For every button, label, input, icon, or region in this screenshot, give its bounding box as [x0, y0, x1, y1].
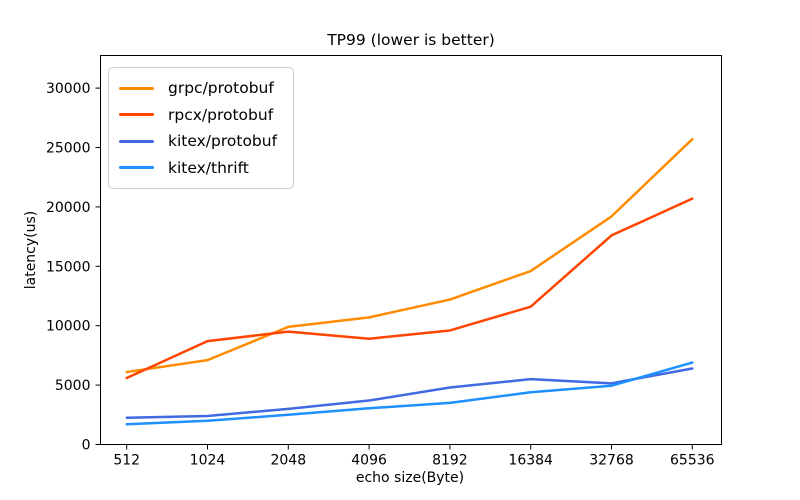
x-tick-label: 32768 [589, 453, 634, 469]
legend-label: grpc/protobuf [168, 79, 274, 98]
series-lines [125, 137, 694, 426]
plot-border [100, 55, 722, 445]
x-tick-label: 4096 [351, 453, 387, 469]
series-line-rpcx-protobuf [125, 197, 694, 380]
legend-item-kitex-protobuf: kitex/protobuf [119, 128, 285, 155]
y-tick-label: 5000 [55, 378, 91, 394]
series-line-grpc-protobuf [125, 137, 694, 374]
x-tick-label: 512 [113, 453, 140, 469]
legend-item-rpcx-protobuf: rpcx/protobuf [119, 102, 285, 129]
y-tick-label: 10000 [46, 319, 91, 335]
legend-label: kitex/protobuf [168, 132, 278, 151]
x-tick-label: 1024 [190, 453, 226, 469]
series-line-kitex-thrift [125, 361, 694, 426]
legend-label: rpcx/protobuf [168, 105, 274, 124]
x-axis-label: echo size(Byte) [356, 470, 464, 486]
chart-title: TP99 (lower is better) [326, 31, 495, 49]
legend-swatch [119, 166, 154, 170]
y-axis-label: latency(us) [23, 211, 39, 290]
legend: grpc/protobuf rpcx/protobuf kitex/protobuf… [108, 67, 294, 189]
x-ticks: 512 1024 2048 4096 8192 16384 32768 65536 [113, 444, 715, 469]
y-tick-label: 30000 [46, 81, 91, 97]
legend-label: kitex/thrift [168, 158, 249, 177]
legend-swatch [119, 139, 154, 143]
y-tick-label: 20000 [46, 200, 91, 216]
x-tick-label: 65536 [670, 453, 715, 469]
legend-swatch [119, 86, 154, 90]
legend-swatch [119, 113, 154, 117]
x-tick-label: 8192 [432, 453, 468, 469]
x-tick-label: 16384 [508, 453, 553, 469]
series-line-kitex-protobuf [125, 367, 694, 420]
y-ticks: 0 5000 10000 15000 20000 25000 30000 [46, 81, 101, 454]
x-tick-label: 2048 [270, 453, 306, 469]
legend-item-kitex-thrift: kitex/thrift [119, 155, 285, 182]
legend-item-grpc-protobuf: grpc/protobuf [119, 75, 285, 102]
y-tick-label: 15000 [46, 259, 91, 275]
y-tick-label: 0 [82, 438, 91, 454]
y-tick-label: 25000 [46, 141, 91, 157]
